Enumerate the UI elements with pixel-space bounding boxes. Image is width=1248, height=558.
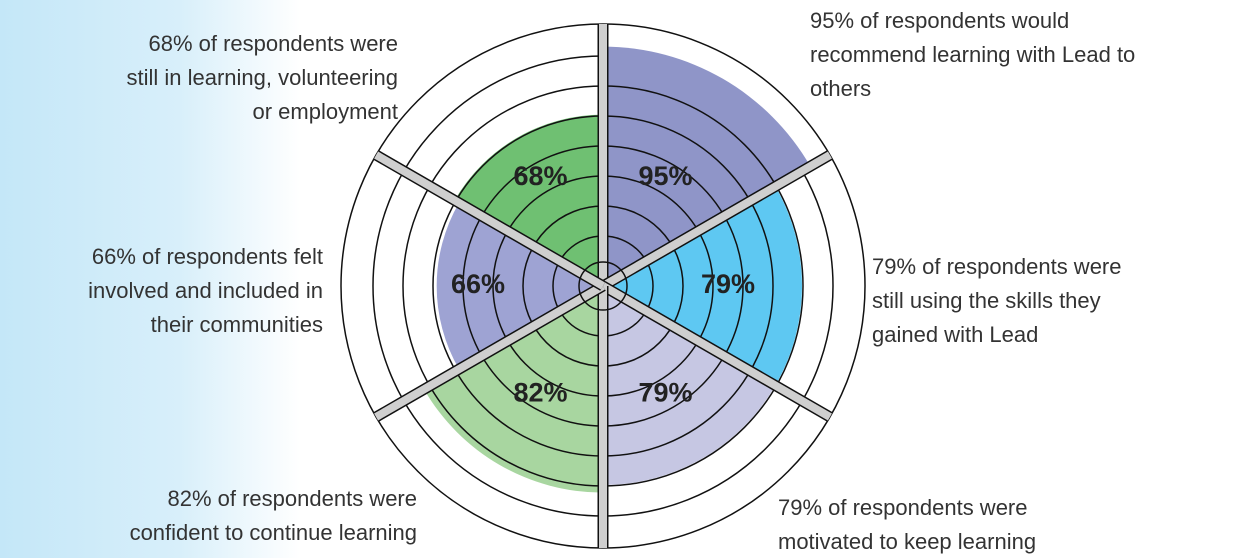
value-label: 79%	[638, 377, 692, 407]
annotation: involved and included in	[88, 278, 323, 303]
sector	[436, 202, 603, 370]
annotation: still using the skills they	[872, 288, 1101, 313]
value-label: 66%	[451, 269, 505, 299]
annotation: others	[810, 76, 871, 101]
separator	[374, 282, 606, 421]
sector	[603, 286, 776, 486]
value-label: 68%	[513, 161, 567, 191]
annotation: their communities	[151, 312, 323, 337]
annotation: 79% of respondents were	[872, 254, 1122, 279]
annotation: or employment	[252, 99, 398, 124]
background	[0, 0, 300, 558]
annotation: 66% of respondents felt	[92, 244, 323, 269]
annotation: still in learning, volunteering	[127, 65, 399, 90]
annotation: motivated to keep learning	[778, 529, 1036, 554]
separator	[374, 151, 606, 290]
value-label: 95%	[638, 161, 692, 191]
annotation: 68% of respondents were	[149, 31, 399, 56]
annotation: confident to continue learning	[130, 520, 417, 545]
annotation: 95% of respondents would	[810, 8, 1069, 33]
annotation: 82% of respondents were	[168, 486, 418, 511]
value-label: 82%	[513, 377, 567, 407]
value-label: 79%	[701, 269, 755, 299]
annotation: 79% of respondents were	[778, 495, 1028, 520]
separator	[601, 282, 832, 421]
annotation: gained with Lead	[872, 322, 1038, 347]
sector	[603, 46, 811, 286]
separator	[601, 151, 832, 290]
annotation: recommend learning with Lead to	[810, 42, 1135, 67]
sector	[424, 286, 603, 493]
hub	[578, 261, 628, 311]
sector	[603, 186, 803, 386]
